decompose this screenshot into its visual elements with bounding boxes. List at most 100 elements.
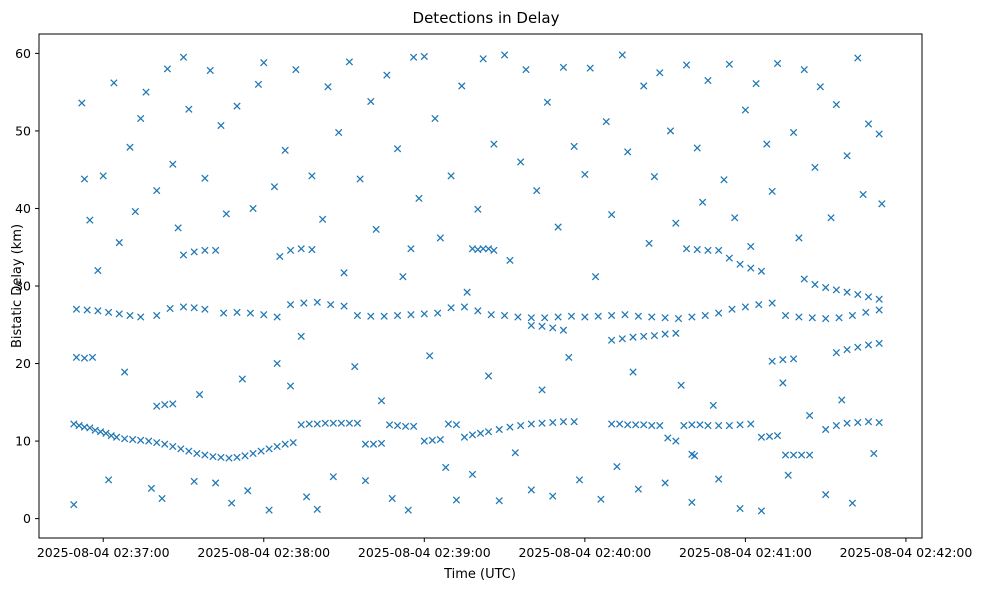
data-point xyxy=(781,451,790,459)
data-point xyxy=(436,435,445,444)
data-point xyxy=(648,313,656,321)
y-tick-label: 30 xyxy=(15,279,31,294)
data-point xyxy=(575,476,584,484)
data-point xyxy=(864,120,873,128)
data-point xyxy=(490,140,498,148)
data-point xyxy=(211,246,220,254)
data-point xyxy=(747,242,755,251)
data-point xyxy=(864,341,873,349)
data-point xyxy=(773,59,782,68)
data-point xyxy=(436,234,445,242)
data-point xyxy=(281,146,289,154)
data-point xyxy=(169,400,177,408)
data-point xyxy=(720,176,728,184)
data-point xyxy=(827,214,835,222)
data-point xyxy=(811,280,819,289)
data-point xyxy=(693,144,701,152)
data-point xyxy=(201,246,209,254)
data-point xyxy=(96,428,105,436)
data-point xyxy=(875,339,883,348)
data-point xyxy=(353,311,362,320)
data-point xyxy=(260,311,268,319)
data-point xyxy=(656,421,664,430)
data-point xyxy=(522,66,530,74)
data-point xyxy=(377,439,386,448)
data-point xyxy=(153,311,161,320)
data-point xyxy=(822,314,830,323)
data-point xyxy=(495,497,503,505)
data-point xyxy=(677,381,685,389)
data-point xyxy=(201,451,209,459)
x-tick-label: 2025-08-04 02:41:00 xyxy=(679,545,812,560)
data-point xyxy=(725,421,733,430)
data-point xyxy=(434,309,442,317)
data-point xyxy=(193,449,201,458)
data-point xyxy=(201,305,209,313)
data-point xyxy=(870,449,878,458)
data-point xyxy=(206,66,214,75)
data-point xyxy=(859,190,867,199)
data-point xyxy=(367,97,375,106)
data-point xyxy=(104,308,113,317)
data-point xyxy=(581,313,589,321)
data-point xyxy=(201,174,209,182)
data-point xyxy=(444,420,453,428)
data-point xyxy=(452,421,461,429)
data-point xyxy=(602,117,610,126)
data-point xyxy=(484,428,493,436)
data-point xyxy=(479,245,487,253)
data-point xyxy=(120,368,129,376)
data-point xyxy=(289,438,297,447)
data-point xyxy=(650,173,659,181)
data-point xyxy=(308,245,316,254)
data-point xyxy=(674,314,683,323)
data-point xyxy=(634,312,643,320)
data-point xyxy=(607,420,616,428)
data-point xyxy=(688,498,696,506)
data-point xyxy=(682,245,691,253)
data-point xyxy=(428,436,436,444)
data-point xyxy=(779,356,787,364)
data-point xyxy=(153,402,161,410)
data-point xyxy=(329,419,337,427)
data-point xyxy=(297,421,305,429)
data-point xyxy=(500,51,509,59)
data-point xyxy=(474,205,482,213)
data-point xyxy=(607,336,616,344)
data-point xyxy=(680,421,688,430)
data-point xyxy=(615,420,624,428)
data-point xyxy=(672,329,680,337)
data-point xyxy=(305,420,313,428)
data-point xyxy=(789,451,798,459)
data-point xyxy=(843,152,851,160)
data-point xyxy=(209,452,217,461)
data-point xyxy=(854,290,862,299)
data-point xyxy=(527,321,535,330)
data-point xyxy=(158,494,166,503)
x-tick-label: 2025-08-04 02:42:00 xyxy=(840,545,973,560)
data-point xyxy=(115,238,123,247)
data-point xyxy=(329,473,337,481)
x-axis: 2025-08-04 02:37:00 2025-08-04 02:38:00 20… xyxy=(37,538,973,560)
data-point xyxy=(452,496,461,504)
data-point xyxy=(91,426,99,434)
data-point xyxy=(324,83,332,91)
x-axis-label: Time (UTC) xyxy=(443,567,516,582)
data-point xyxy=(265,506,273,514)
data-point xyxy=(286,300,295,309)
data-point xyxy=(607,211,616,219)
data-point xyxy=(506,256,514,265)
data-point xyxy=(570,142,578,151)
data-point xyxy=(757,433,766,441)
data-point xyxy=(385,421,394,429)
x-tick-label: 2025-08-04 02:40:00 xyxy=(518,545,651,560)
data-point xyxy=(104,476,113,484)
data-point xyxy=(848,311,857,320)
data-point xyxy=(656,69,664,77)
data-point xyxy=(755,300,763,309)
data-point xyxy=(404,506,412,514)
data-point xyxy=(420,52,428,61)
data-point xyxy=(257,447,265,455)
data-point xyxy=(565,353,573,361)
